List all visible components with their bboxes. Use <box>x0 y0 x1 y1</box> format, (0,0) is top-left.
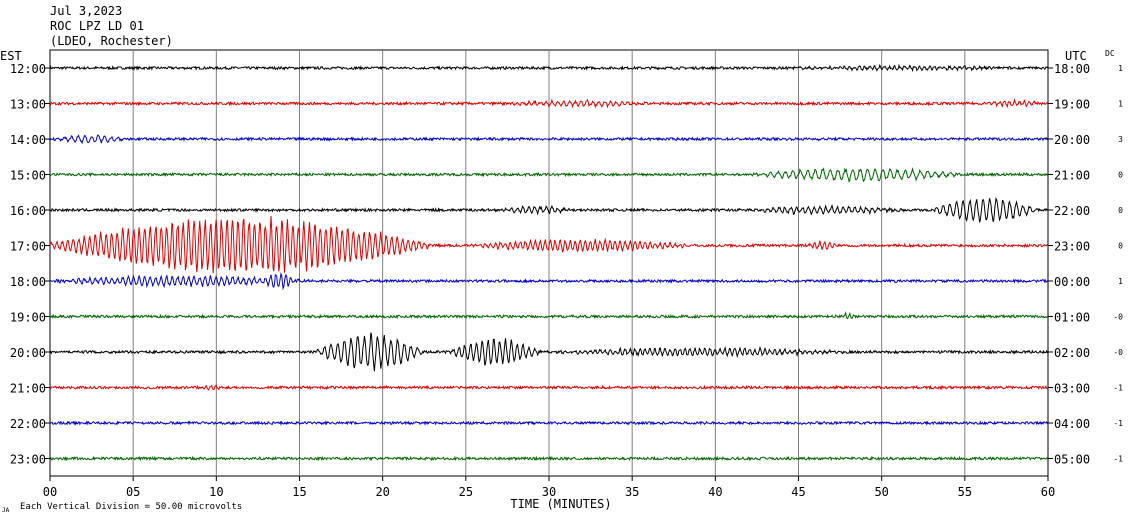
trace-row <box>49 384 1049 391</box>
row-label-utc: 23:00 <box>1054 240 1090 254</box>
trace-row <box>49 197 1049 223</box>
row-label-est: 18:00 <box>10 275 46 289</box>
header-station: ROC LPZ LD 01 <box>50 19 144 33</box>
row-label-utc: 02:00 <box>1054 346 1090 360</box>
row-dc-value: 0 <box>1118 171 1123 180</box>
trace-row <box>49 167 1049 183</box>
x-tick-label: 20 <box>375 485 389 499</box>
row-label-est: 20:00 <box>10 346 46 360</box>
x-tick-label: 25 <box>459 485 473 499</box>
header-network: (LDEO, Rochester) <box>50 34 173 48</box>
x-tick-label: 45 <box>791 485 805 499</box>
row-label-est: 21:00 <box>10 382 46 396</box>
row-label-est: 12:00 <box>10 62 46 76</box>
row-label-utc: 19:00 <box>1054 98 1090 112</box>
trace-row <box>49 332 1049 372</box>
x-tick-label: 05 <box>126 485 140 499</box>
row-label-utc: 21:00 <box>1054 169 1090 183</box>
x-tick-label: 30 <box>542 485 556 499</box>
right-tz-label: UTC <box>1065 49 1087 63</box>
row-label-utc: 03:00 <box>1054 382 1090 396</box>
row-dc-value: 1 <box>1118 64 1123 73</box>
row-label-utc: 01:00 <box>1054 311 1090 325</box>
x-tick-label: 15 <box>292 485 306 499</box>
trace-row <box>49 271 1049 291</box>
x-axis-title: TIME (MINUTES) <box>510 497 611 511</box>
row-label-utc: 20:00 <box>1054 133 1090 147</box>
row-label-utc: 00:00 <box>1054 275 1090 289</box>
dc-header-label: DC <box>1105 49 1115 58</box>
row-dc-value: -1 <box>1113 455 1123 464</box>
trace-row <box>49 134 1049 145</box>
trace-row <box>49 63 1049 73</box>
row-dc-value: 1 <box>1118 100 1123 109</box>
row-label-est: 15:00 <box>10 169 46 183</box>
row-label-utc: 18:00 <box>1054 62 1090 76</box>
x-tick-label: 35 <box>625 485 639 499</box>
row-label-est: 22:00 <box>10 417 46 431</box>
trace-row <box>50 455 1049 462</box>
row-dc-value: -1 <box>1113 384 1123 393</box>
x-tick-label: 00 <box>43 485 57 499</box>
row-dc-value: 3 <box>1118 135 1123 144</box>
row-label-est: 23:00 <box>10 453 46 467</box>
row-label-est: 13:00 <box>10 98 46 112</box>
row-label-utc: 04:00 <box>1054 417 1090 431</box>
header-date: Jul 3,2023 <box>50 4 123 18</box>
row-label-est: 17:00 <box>10 240 46 254</box>
footer-scale-text: Each Vertical Division = 50.00 microvolt… <box>20 502 242 512</box>
row-dc-value: 0 <box>1118 206 1123 215</box>
x-tick-label: 40 <box>708 485 722 499</box>
row-dc-value: -1 <box>1113 419 1123 428</box>
row-label-est: 14:00 <box>10 133 46 147</box>
row-label-est: 16:00 <box>10 204 46 218</box>
x-tick-label: 60 <box>1041 485 1055 499</box>
x-tick-label: 55 <box>958 485 972 499</box>
x-tick-label: 10 <box>209 485 223 499</box>
row-dc-value: 1 <box>1118 277 1123 286</box>
x-tick-label: 50 <box>874 485 888 499</box>
left-tz-label: EST <box>0 49 22 63</box>
row-dc-value: 0 <box>1118 242 1123 251</box>
row-label-est: 19:00 <box>10 311 46 325</box>
trace-row <box>49 98 1049 109</box>
trace-row <box>49 311 1049 320</box>
trace-row <box>49 215 1049 274</box>
row-label-utc: 05:00 <box>1054 453 1090 467</box>
row-dc-value: -0 <box>1113 348 1123 357</box>
row-dc-value: -0 <box>1113 313 1123 322</box>
row-label-utc: 22:00 <box>1054 204 1090 218</box>
footer-mark: JA <box>2 507 10 514</box>
trace-row <box>49 420 1049 427</box>
